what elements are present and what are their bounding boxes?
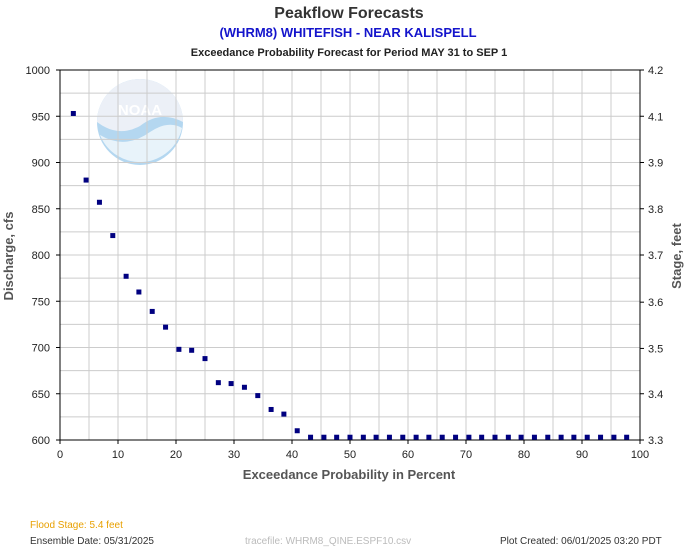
y-tick-label: 800 [32, 250, 50, 262]
x-axis-ticks: 0 10 20 30 40 50 60 70 80 90 100 [57, 440, 649, 461]
data-point [136, 289, 142, 295]
y2-tick-label: 3.8 [648, 204, 663, 216]
y2-axis-label: Stage, feet [669, 222, 684, 288]
data-point [83, 177, 89, 183]
y2-tick-label: 4.1 [648, 111, 663, 123]
plot-created-text: Plot Created: 06/01/2025 03:20 PDT [500, 536, 662, 547]
noaa-logo-text: NOAA [118, 102, 162, 119]
y2-tick-label: 3.7 [648, 250, 663, 262]
data-point [439, 434, 445, 440]
data-point [479, 434, 485, 440]
data-point [611, 434, 617, 440]
x-tick-label: 60 [402, 449, 414, 461]
data-point [373, 434, 379, 440]
y-tick-label: 650 [32, 389, 50, 401]
data-point [413, 434, 419, 440]
data-point [294, 428, 300, 434]
y-tick-label: 600 [32, 435, 50, 447]
data-point [334, 434, 340, 440]
grid-lines [60, 70, 640, 440]
y2-tick-label: 3.3 [648, 435, 663, 447]
data-point [189, 347, 195, 353]
y2-tick-label: 3.4 [648, 389, 663, 401]
data-point [255, 393, 261, 399]
chart-title: Peakflow Forecasts [274, 5, 424, 22]
x-tick-label: 10 [112, 449, 124, 461]
data-point [400, 434, 406, 440]
noaa-logo-watermark: NOAA [97, 79, 183, 165]
data-point [624, 434, 630, 440]
data-point [202, 356, 208, 362]
x-tick-label: 20 [170, 449, 182, 461]
data-point [281, 411, 287, 417]
data-point [308, 434, 314, 440]
y-tick-label: 850 [32, 204, 50, 216]
data-point [505, 434, 511, 440]
flood-stage-text: Flood Stage: 5.4 feet [30, 520, 123, 531]
data-point [149, 308, 155, 314]
data-points [70, 110, 630, 440]
x-tick-label: 50 [344, 449, 356, 461]
x-tick-label: 0 [57, 449, 63, 461]
y2-tick-label: 3.6 [648, 297, 663, 309]
data-point [492, 434, 498, 440]
x-tick-label: 30 [228, 449, 240, 461]
data-point [228, 381, 234, 387]
data-point [360, 434, 366, 440]
data-point [96, 199, 102, 205]
x-tick-label: 70 [460, 449, 472, 461]
data-point [598, 434, 604, 440]
data-point [110, 233, 116, 239]
data-point [215, 380, 221, 386]
data-point [545, 434, 551, 440]
data-point [466, 434, 472, 440]
y2-axis-ticks: 3.3 3.4 3.5 3.6 3.7 3.8 3.9 4.1 4.2 [640, 65, 663, 447]
y-tick-label: 950 [32, 111, 50, 123]
station-name: (WHRM8) WHITEFISH - NEAR KALISPELL [219, 25, 476, 40]
data-point [558, 434, 564, 440]
y2-tick-label: 3.9 [648, 158, 663, 170]
data-point [426, 434, 432, 440]
y-tick-label: 750 [32, 296, 50, 308]
data-point [584, 434, 590, 440]
data-point [518, 434, 524, 440]
data-point [321, 434, 327, 440]
chart-subtitle: Exceedance Probability Forecast for Peri… [191, 47, 507, 59]
y-axis-ticks: 600 650 700 750 800 850 900 950 1000 [26, 65, 60, 447]
y2-tick-label: 3.5 [648, 343, 663, 355]
x-tick-label: 100 [631, 449, 649, 461]
ensemble-date-text: Ensemble Date: 05/31/2025 [30, 536, 154, 547]
data-point [163, 324, 169, 330]
data-point [241, 384, 247, 390]
x-tick-label: 90 [576, 449, 588, 461]
data-point [531, 434, 537, 440]
tracefile-text: tracefile: WHRM8_QINE.ESPF10.csv [245, 536, 411, 547]
data-point [123, 273, 129, 279]
x-axis-label: Exceedance Probability in Percent [243, 467, 456, 482]
y-tick-label: 1000 [26, 65, 50, 77]
data-point [453, 434, 459, 440]
data-point [571, 434, 577, 440]
data-point [70, 110, 76, 116]
data-point [347, 434, 353, 440]
data-point [386, 434, 392, 440]
y-axis-label: Discharge, cfs [1, 212, 16, 301]
x-tick-label: 40 [286, 449, 298, 461]
y-tick-label: 700 [32, 343, 50, 355]
y2-tick-label: 4.2 [648, 65, 663, 77]
data-point [268, 406, 274, 412]
x-tick-label: 80 [518, 449, 530, 461]
y-tick-label: 900 [32, 158, 50, 170]
data-point [176, 346, 182, 352]
